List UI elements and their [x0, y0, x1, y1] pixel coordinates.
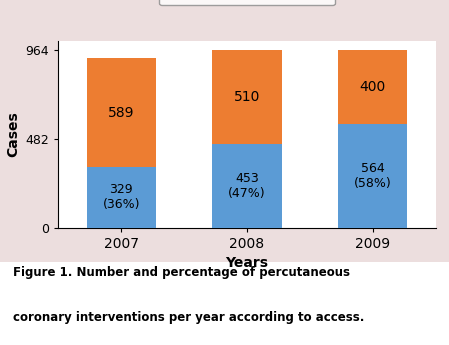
- Text: 510: 510: [234, 90, 260, 104]
- Text: Figure 1. Number and percentage of percutaneous: Figure 1. Number and percentage of percu…: [13, 266, 351, 279]
- Legend: Radial, Femoral: Radial, Femoral: [159, 0, 335, 6]
- Bar: [338, 124, 407, 228]
- Bar: [212, 144, 282, 228]
- Text: 564
(58%): 564 (58%): [354, 162, 392, 190]
- Text: 400: 400: [360, 80, 386, 94]
- Text: 329
(36%): 329 (36%): [102, 183, 140, 211]
- Y-axis label: Cases: Cases: [6, 112, 20, 157]
- Text: 453
(47%): 453 (47%): [228, 172, 266, 200]
- Bar: [212, 50, 282, 144]
- Text: coronary interventions per year according to access.: coronary interventions per year accordin…: [13, 310, 365, 324]
- Bar: [338, 50, 407, 124]
- X-axis label: Years: Years: [225, 256, 269, 270]
- Bar: [87, 58, 156, 167]
- Text: 589: 589: [108, 106, 135, 120]
- Bar: [87, 167, 156, 228]
